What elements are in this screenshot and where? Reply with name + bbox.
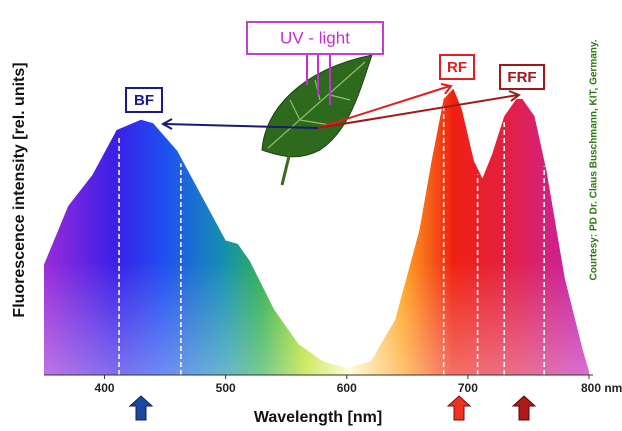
rf-label: RF: [447, 59, 467, 76]
blue-arrow: [130, 396, 152, 420]
credit: Courtesy: PD Dr. Claus Buschmann, KIT, G…: [589, 39, 600, 280]
far-red-arrow: [513, 396, 535, 420]
x-tick-label: 600: [337, 381, 357, 395]
page: {"chart_data": { "type": "area", "title"…: [0, 0, 622, 431]
x-tick-label: 700: [458, 381, 478, 395]
y-axis-label: Fluorescence intensity [rel. units]: [11, 62, 28, 317]
x-tick-label: 500: [216, 381, 236, 395]
uv-label: UV - light: [280, 28, 350, 47]
red-arrow: [448, 396, 470, 420]
frf-label: FRF: [507, 69, 536, 86]
chart: 400500600800 nm700 BF RF FRF UV - light …: [0, 0, 622, 431]
x-tick-label: 800 nm: [581, 381, 622, 395]
x-tick-label: 400: [95, 381, 115, 395]
x-axis-label: Wavelength [nm]: [254, 409, 382, 426]
bf-label: BF: [134, 92, 154, 109]
